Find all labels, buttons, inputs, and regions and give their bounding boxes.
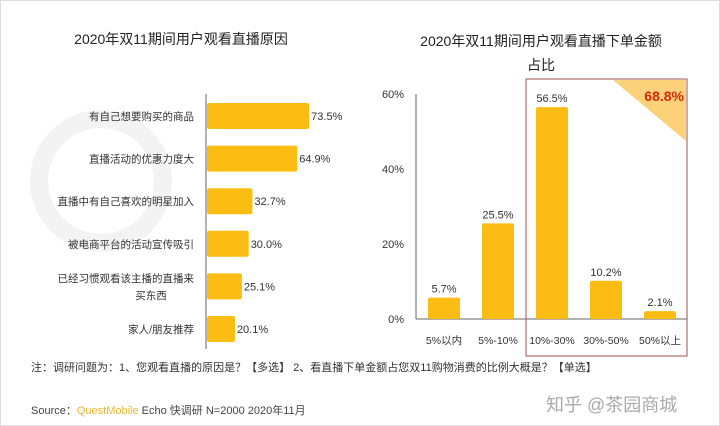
left-value-label: 64.9% [299, 154, 330, 166]
watermark-ring-icon [30, 110, 172, 252]
source-prefix: Source： [31, 405, 77, 417]
footnote: 注：调研问题为：1、您观看直播的原因是？【多选】 2、看直播下单金额占您双11购… [31, 362, 597, 374]
left-value-label: 73.5% [311, 111, 342, 123]
y-tick-label: 0% [388, 314, 404, 326]
left-bar [207, 145, 298, 172]
left-category-label: 买东西 [135, 289, 167, 302]
highlight-total-label: 68.8% [644, 88, 684, 104]
source-brand: QuestMobile [76, 405, 139, 417]
left-bar [207, 188, 253, 215]
x-tick-label: 10%-30% [529, 335, 575, 347]
right-chart-title: 2020年双11期间用户观看直播下单金额 占比 [381, 29, 701, 77]
source-rest: Echo 快调研 N=2000 2020年11月 [138, 405, 306, 417]
right-value-label: 10.2% [590, 267, 621, 279]
y-tick-label: 40% [382, 164, 404, 176]
left-bar [207, 316, 235, 342]
y-tick-label: 20% [382, 239, 404, 251]
left-value-label: 20.1% [237, 324, 268, 336]
right-bar [536, 107, 568, 319]
right-bar [482, 223, 514, 319]
x-tick-label: 5%以内 [426, 334, 462, 347]
left-category-label: 直播活动的优惠力度大 [89, 153, 194, 166]
credit-watermark: 知乎 @茶园商城 [546, 395, 678, 415]
right-title-line-1: 2020年双11期间用户观看直播下单金额 [420, 33, 662, 49]
right-value-label: 25.5% [482, 209, 513, 221]
left-category-label: 有自己想要购买的商品 [89, 110, 194, 123]
highlight-box [525, 78, 688, 357]
right-bar [590, 280, 622, 319]
left-value-label: 25.1% [244, 281, 275, 293]
x-tick-label: 5%-10% [478, 335, 518, 347]
x-tick-label: 50%以上 [639, 335, 681, 347]
left-bar [207, 103, 310, 129]
x-tick-label: 30%-50% [583, 335, 629, 347]
left-value-label: 32.7% [254, 196, 285, 208]
left-chart-title: 2020年双11期间用户观看直播原因 [74, 31, 288, 47]
y-tick-label: 60% [382, 89, 404, 101]
left-category-label: 已经习惯观看该主播的直播来 [58, 272, 195, 285]
left-bar [207, 273, 242, 300]
source-line: Source：QuestMobile Echo 快调研 N=2000 2020年… [31, 402, 306, 418]
right-value-label: 2.1% [647, 297, 672, 309]
left-category-label: 家人/朋友推荐 [128, 323, 194, 336]
highlight-corner-triangle [613, 80, 686, 141]
right-value-label: 5.7% [431, 284, 456, 296]
left-value-label: 30.0% [251, 239, 282, 251]
left-category-label: 被电商平台的活动宣传吸引 [68, 238, 194, 251]
left-category-label: 直播中有自己喜欢的明星加入 [58, 195, 195, 208]
right-title-line-2: 占比 [527, 57, 555, 73]
right-value-label: 56.5% [536, 93, 567, 105]
left-bar [207, 230, 249, 257]
right-bar [428, 297, 460, 319]
right-bar [644, 311, 676, 319]
